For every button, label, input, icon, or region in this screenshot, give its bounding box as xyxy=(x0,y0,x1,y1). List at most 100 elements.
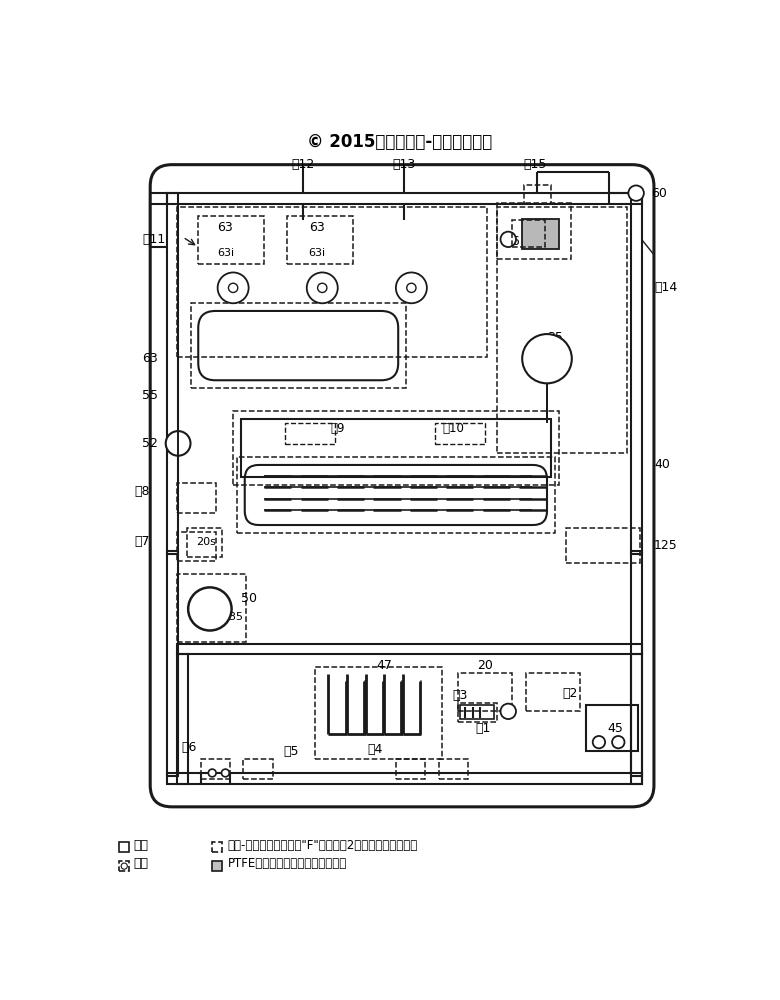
Circle shape xyxy=(317,283,327,292)
Text: 阀6: 阀6 xyxy=(181,741,197,754)
Text: 60: 60 xyxy=(651,187,668,200)
Bar xyxy=(526,673,580,711)
Text: PTFE透气性膜（在芯片的顶部上）: PTFE透气性膜（在芯片的顶部上） xyxy=(228,857,347,870)
Bar xyxy=(314,667,442,759)
Circle shape xyxy=(396,272,427,303)
Circle shape xyxy=(501,232,516,247)
Bar xyxy=(458,703,497,722)
Circle shape xyxy=(501,704,516,719)
Bar xyxy=(167,551,178,776)
Text: 63i: 63i xyxy=(402,273,420,283)
Text: 阀2: 阀2 xyxy=(562,687,578,700)
Text: 63i: 63i xyxy=(217,248,234,258)
Text: 阀11: 阀11 xyxy=(143,233,165,246)
Bar xyxy=(167,193,178,554)
Text: 52: 52 xyxy=(143,437,158,450)
Bar xyxy=(200,759,230,779)
Bar xyxy=(119,861,129,871)
Bar xyxy=(177,644,642,654)
Bar xyxy=(190,303,406,388)
Text: 通孔: 通孔 xyxy=(133,857,148,870)
Text: 阀5: 阀5 xyxy=(283,745,299,758)
Bar xyxy=(167,193,641,204)
Circle shape xyxy=(629,185,644,201)
Circle shape xyxy=(222,769,229,777)
Bar xyxy=(241,419,551,477)
Bar xyxy=(167,773,641,784)
Bar xyxy=(631,193,642,554)
Circle shape xyxy=(188,587,232,631)
Bar xyxy=(237,457,555,533)
Bar xyxy=(212,861,222,871)
Circle shape xyxy=(218,272,249,303)
Text: 50: 50 xyxy=(241,592,257,605)
Text: 125: 125 xyxy=(654,539,678,552)
Text: 阀13: 阀13 xyxy=(392,158,415,171)
Bar xyxy=(212,842,222,852)
Bar xyxy=(522,219,559,249)
Bar xyxy=(233,411,558,485)
Bar xyxy=(498,203,571,259)
Text: 135: 135 xyxy=(223,612,244,622)
Bar xyxy=(243,759,273,779)
Text: 47: 47 xyxy=(377,659,392,672)
Text: 冻结-解冻阀占用空间（"F"）（除了2个以外均在芯片下）: 冻结-解冻阀占用空间（"F"）（除了2个以外均在芯片下） xyxy=(228,839,418,852)
Bar xyxy=(285,423,335,444)
Circle shape xyxy=(612,736,625,748)
Text: 阀10: 阀10 xyxy=(442,422,464,434)
Text: 阀12: 阀12 xyxy=(291,158,314,171)
Text: 40: 40 xyxy=(654,458,670,471)
Text: 阀9: 阀9 xyxy=(330,422,345,434)
Text: 63: 63 xyxy=(143,352,158,365)
Circle shape xyxy=(307,272,338,303)
Text: 66: 66 xyxy=(505,235,520,248)
Bar xyxy=(177,207,488,357)
Bar xyxy=(177,574,246,642)
Text: 阀8: 阀8 xyxy=(135,485,151,498)
Text: 阀7: 阀7 xyxy=(135,535,151,548)
Bar xyxy=(119,842,129,852)
Text: 70: 70 xyxy=(537,351,558,366)
Bar xyxy=(566,528,640,563)
Bar xyxy=(632,654,642,784)
Text: 阀1: 阀1 xyxy=(476,722,491,735)
Bar xyxy=(177,483,216,513)
Bar xyxy=(186,528,222,557)
Text: 阀4: 阀4 xyxy=(367,743,382,756)
Circle shape xyxy=(522,334,572,383)
Bar xyxy=(586,705,639,751)
Text: © 2015北卡罗来纳-查佩尔山大学: © 2015北卡罗来纳-查佩尔山大学 xyxy=(307,133,492,151)
Text: 阀15: 阀15 xyxy=(523,158,547,171)
Bar xyxy=(177,532,216,561)
Circle shape xyxy=(208,769,216,777)
Bar xyxy=(198,216,264,264)
Text: 63i: 63i xyxy=(308,248,325,258)
Bar xyxy=(523,185,551,204)
Bar xyxy=(631,551,642,776)
Bar xyxy=(287,216,353,264)
Bar xyxy=(438,759,468,779)
Circle shape xyxy=(165,431,190,456)
Text: 阀3: 阀3 xyxy=(452,689,468,702)
Circle shape xyxy=(121,863,127,869)
Circle shape xyxy=(229,283,238,292)
Text: 通道: 通道 xyxy=(133,839,148,852)
Circle shape xyxy=(593,736,605,748)
Text: 55: 55 xyxy=(143,389,158,402)
Text: 阀14: 阀14 xyxy=(654,281,677,294)
FancyBboxPatch shape xyxy=(151,165,654,807)
Circle shape xyxy=(406,283,416,292)
Bar xyxy=(396,759,425,779)
Text: 63: 63 xyxy=(309,221,324,234)
Bar xyxy=(177,654,188,784)
Text: 35: 35 xyxy=(547,331,563,344)
Text: 20: 20 xyxy=(477,659,493,672)
Text: 45: 45 xyxy=(608,722,623,735)
Text: 20s: 20s xyxy=(196,537,216,547)
Bar xyxy=(434,423,485,444)
Bar xyxy=(512,220,544,247)
Bar xyxy=(458,673,512,711)
Bar xyxy=(460,705,495,719)
Text: 63: 63 xyxy=(218,221,233,234)
Bar xyxy=(497,207,627,453)
